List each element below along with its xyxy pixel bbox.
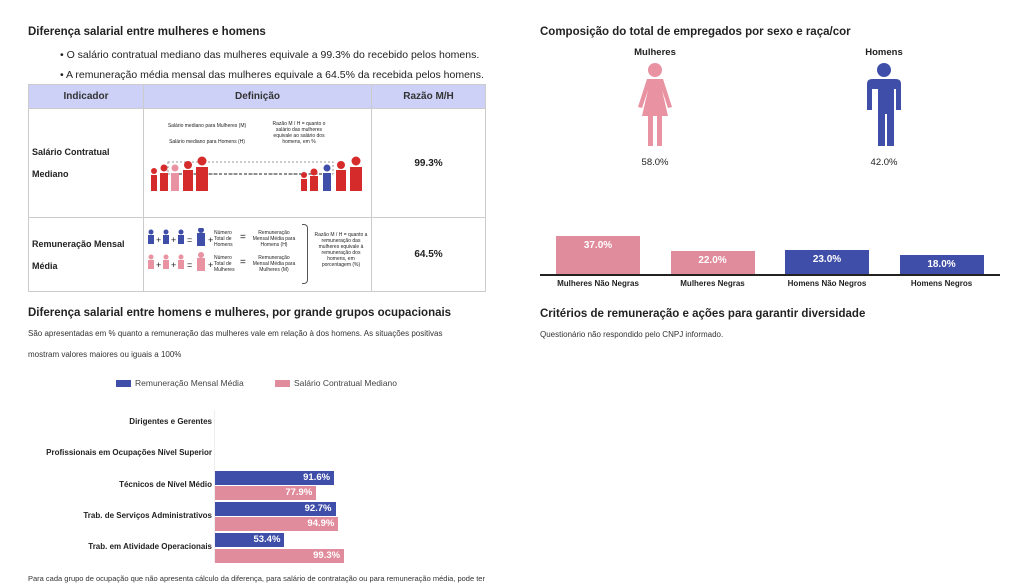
- category-label: Mulheres Não Negras: [557, 279, 639, 288]
- man-icon: [867, 63, 901, 146]
- category-label: Dirigentes e Gerentes: [129, 417, 212, 426]
- category-label: Técnicos de Nível Médio: [119, 479, 212, 489]
- svg-text:=: =: [187, 235, 192, 245]
- women-percent: 58.0%: [641, 157, 669, 168]
- def-text: Salário mediano para Homens (H): [169, 139, 245, 145]
- bar: 92.7%: [215, 501, 336, 516]
- svg-text:+: +: [208, 235, 213, 245]
- header-definition: Definição: [143, 84, 372, 109]
- header-ratio: Razão M/H: [371, 84, 486, 109]
- criteria-text: Questionário não respondido pelo CNPJ in…: [540, 330, 724, 339]
- bar: 94.9%: [215, 517, 339, 532]
- ratio-value: 64.5%: [371, 217, 486, 292]
- category-label: Homens Negros: [910, 279, 973, 288]
- criteria-title: Critérios de remuneração e ações para ga…: [540, 308, 866, 320]
- category-label: Homens Não Negros: [787, 279, 867, 288]
- category-label: Trab. em Atividade Operacionais: [88, 542, 212, 552]
- people-icon: [151, 156, 362, 191]
- axis-line: [540, 274, 1000, 276]
- bullet: A remuneração média mensal das mulheres …: [60, 65, 484, 85]
- women-label: Mulheres: [634, 47, 676, 58]
- occupation-desc: mostram valores maiores ou iguais a 100%: [28, 350, 182, 359]
- svg-text:+: +: [156, 235, 161, 245]
- header-indicator: Indicador: [28, 84, 144, 109]
- indicator-table: Indicador Definição Razão M/H Salário Cont…: [28, 84, 486, 292]
- bullet: O salário contratual mediano das mulhere…: [60, 45, 484, 65]
- svg-text:=: =: [187, 260, 192, 270]
- def-note: Razão M / H = quanto a remuneração das m…: [314, 232, 368, 268]
- svg-text:+: +: [156, 260, 161, 270]
- def-text: Remuneração Mensal Média para Homens (H): [252, 230, 296, 248]
- def-text: Número Total de Homens: [214, 230, 233, 248]
- occupation-desc: São apresentadas em % quanto a remuneraç…: [28, 329, 443, 338]
- def-note: Razão M / H = quanto o salário das mulhe…: [272, 121, 326, 145]
- category-label: Profissionais em Ocupações Nível Superio…: [46, 448, 212, 458]
- indicator-name: Remuneração Mensal Média: [28, 217, 144, 292]
- bar: 77.9%: [215, 486, 317, 501]
- footer-note: Para cada grupo de ocupação que não apre…: [28, 574, 485, 583]
- legend-item: Salário Contratual Mediano: [275, 378, 397, 388]
- legend-swatch: [116, 379, 131, 387]
- bar: 37.0%: [556, 235, 640, 274]
- bar: 91.6%: [215, 470, 335, 485]
- legend-label: Remuneração Mensal Média: [135, 378, 244, 388]
- woman-icon: [638, 63, 672, 146]
- gender-gap-title: Diferença salarial entre mulheres e home…: [28, 26, 266, 38]
- def-text: Remuneração Mensal Média para Mulheres (…: [252, 255, 296, 273]
- men-percent: 42.0%: [870, 157, 898, 168]
- svg-text:+: +: [171, 235, 176, 245]
- legend-item: Remuneração Mensal Média: [116, 378, 244, 388]
- bar: 18.0%: [899, 255, 984, 274]
- bar: 99.3%: [215, 548, 345, 563]
- indicator-name: Salário Contratual Mediano: [28, 108, 144, 218]
- category-label: Mulheres Negras: [680, 279, 745, 288]
- svg-text:+: +: [208, 260, 213, 270]
- def-text: Número Total de Mulheres: [214, 255, 235, 273]
- definition-diagram: + + = + + + = + Número Total de Homens = Remune…: [143, 217, 372, 292]
- bar: 23.0%: [785, 250, 869, 274]
- occupation-title: Diferença salarial entre homens e mulher…: [28, 307, 452, 319]
- people-sum-icon: + + = + + + = +: [148, 228, 213, 271]
- svg-text:+: +: [171, 260, 176, 270]
- definition-diagram: Salário mediano para Mulheres (M) Salári…: [143, 108, 372, 218]
- legend-swatch: [275, 379, 290, 387]
- category-label: Trab. de Serviços Administrativos: [83, 510, 212, 520]
- ratio-value: 99.3%: [371, 108, 486, 218]
- bar: 22.0%: [670, 251, 755, 274]
- composition-title: Composição do total de empregados por se…: [540, 26, 851, 38]
- bar: 53.4%: [215, 533, 285, 548]
- men-label: Homens: [865, 47, 903, 58]
- def-text: Salário mediano para Mulheres (M): [167, 123, 247, 129]
- summary-bullets: O salário contratual mediano das mulhere…: [60, 45, 484, 85]
- legend-label: Salário Contratual Mediano: [294, 378, 398, 388]
